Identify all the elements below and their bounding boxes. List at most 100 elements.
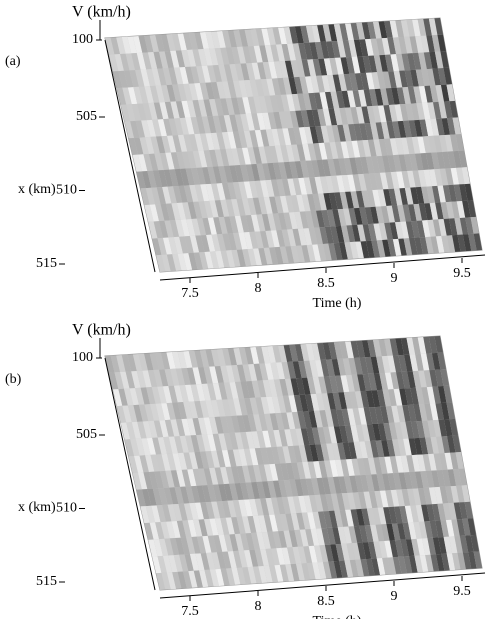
surface-shade [203, 468, 213, 486]
surface-shade [229, 216, 239, 234]
surface-shade [240, 63, 250, 81]
surface-shade [404, 187, 414, 205]
surface-shade [169, 487, 179, 505]
surface-shade [351, 56, 361, 74]
y-axis-label: x (km) [18, 500, 56, 515]
surface-shade [461, 167, 470, 185]
surface-shade [430, 118, 440, 136]
surface-shade [335, 459, 344, 477]
surface-shade [232, 131, 242, 149]
surface-shade [400, 455, 410, 473]
surface-shade [406, 337, 416, 355]
surface-shade [309, 360, 319, 378]
surface-shade [324, 142, 333, 160]
surface-shade [173, 385, 184, 403]
surface-shade [198, 99, 208, 117]
surface-shade [326, 125, 336, 143]
surface-shade [364, 122, 374, 140]
surface-shade [153, 539, 163, 557]
surface-shade [326, 527, 336, 545]
surface-shade [350, 425, 360, 443]
surface-shade [437, 503, 446, 521]
surface-shade [131, 53, 141, 71]
surface-shade [161, 403, 171, 421]
surface-shade [205, 82, 215, 100]
surface-shade [452, 234, 461, 252]
surface-shade [165, 470, 175, 488]
surface-shade [334, 57, 344, 75]
surface-shade [326, 209, 336, 227]
surface-shade [202, 535, 212, 553]
surface-shade [261, 531, 271, 549]
surface-shade [365, 72, 375, 90]
surface-shade [372, 105, 382, 123]
surface-shade [156, 187, 166, 205]
surface-shade [409, 354, 419, 372]
surface-shade [140, 387, 151, 405]
surface-shade [212, 433, 222, 451]
surface-shade [383, 105, 393, 122]
surface-shade [150, 403, 160, 421]
surface-shade [429, 403, 439, 421]
surface-shade [183, 351, 193, 369]
surface-shade [196, 384, 206, 402]
surface-shade [173, 236, 183, 254]
surface-shade [183, 83, 193, 101]
surface-shade [340, 459, 350, 477]
surface-shade [337, 208, 347, 226]
surface-shade [264, 95, 274, 113]
surface-shade [127, 36, 137, 54]
surface-shade [166, 203, 176, 221]
surface-shade [114, 54, 124, 72]
surface-shade [256, 214, 266, 232]
surface-shade [432, 503, 441, 521]
surface-shade [287, 361, 297, 379]
surface-shade [225, 47, 236, 65]
surface-shade [274, 514, 284, 532]
surface-shade [341, 90, 351, 108]
surface-shade [448, 184, 457, 202]
surface-shade [233, 398, 243, 416]
surface-shade [171, 521, 181, 539]
surface-shade [258, 146, 268, 164]
surface-shade [142, 52, 152, 70]
surface-shade [387, 473, 397, 491]
surface-shade [146, 437, 157, 455]
surface-shade [443, 101, 453, 119]
surface-shade [352, 492, 362, 510]
surface-shade [257, 62, 267, 80]
surface-shade [330, 226, 340, 244]
surface-shade [395, 20, 405, 38]
surface-shade [372, 189, 381, 207]
surface-shade [297, 228, 307, 246]
surface-shade [368, 223, 377, 241]
surface-shade [322, 426, 332, 444]
surface-shade [336, 91, 345, 109]
surface-shade [465, 535, 474, 553]
surface-shade [265, 497, 275, 515]
surface-shade [348, 357, 358, 375]
surface-shade [419, 437, 429, 455]
surface-shade [206, 234, 216, 252]
surface-shade [213, 217, 223, 235]
surface-shade [324, 544, 334, 562]
surface-shade [403, 238, 413, 256]
surface-shade [363, 89, 373, 107]
surface-shade [467, 200, 476, 218]
surface-shade [194, 133, 204, 151]
surface-shade [181, 151, 192, 169]
surface-shade [385, 88, 395, 105]
surface-shade [198, 417, 208, 435]
surface-shade [164, 419, 175, 437]
surface-shade [141, 438, 151, 456]
surface-shade [222, 500, 232, 518]
surface-shade [375, 206, 385, 224]
surface-shade [141, 171, 152, 189]
surface-shade [350, 107, 360, 125]
surface-shade [161, 85, 171, 103]
surface-shade [225, 517, 235, 535]
surface-shade [402, 405, 411, 422]
surface-shade [196, 218, 207, 236]
surface-shade [278, 480, 288, 498]
surface-shade [380, 524, 390, 542]
